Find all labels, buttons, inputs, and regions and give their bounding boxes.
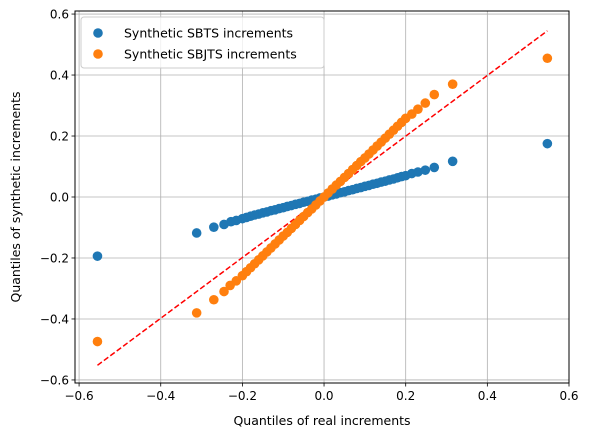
data-point [191, 308, 202, 318]
y-tick-label: 0.2 [50, 129, 69, 143]
x-tick-label: 0.4 [478, 389, 497, 403]
y-tick-label: 0.4 [50, 68, 69, 82]
data-points [92, 53, 553, 347]
y-tick-label: −0.2 [40, 251, 69, 265]
y-tick-label: −0.4 [40, 312, 69, 326]
data-point [209, 294, 219, 305]
grid [75, 11, 570, 383]
data-point [542, 138, 553, 149]
x-tick-label: −0.4 [146, 389, 175, 403]
data-point [447, 79, 458, 89]
data-point [429, 162, 440, 173]
legend: Synthetic SBTS increments Synthetic SBJT… [80, 16, 325, 69]
x-tick-label: −0.6 [65, 389, 94, 403]
data-point [413, 167, 423, 177]
legend-label-sbts: Synthetic SBTS increments [124, 26, 293, 41]
x-tick-label: 0.6 [559, 389, 578, 403]
x-tick-label: 0.0 [314, 389, 333, 403]
x-tick-label: −0.2 [228, 389, 257, 403]
series-1 [92, 53, 553, 347]
data-point [420, 98, 431, 108]
y-tick-label: −0.6 [40, 373, 69, 387]
data-point [413, 104, 423, 114]
legend-box [80, 16, 325, 69]
x-axis-label: Quantiles of real increments [233, 413, 410, 428]
legend-marker-sbjts [93, 49, 103, 59]
x-tick-label: 0.2 [396, 389, 415, 403]
y-axis-ticks: −0.6 −0.4 −0.2 0.0 0.2 0.4 0.6 [40, 7, 75, 387]
data-point [447, 156, 458, 167]
legend-label-sbjts: Synthetic SBJTS increments [124, 47, 297, 62]
data-point [92, 336, 103, 347]
data-point [429, 89, 440, 100]
data-point [209, 222, 219, 232]
data-point [191, 228, 202, 238]
y-tick-label: 0.6 [50, 7, 69, 21]
x-axis-ticks: −0.6 −0.4 −0.2 0.0 0.2 0.4 0.6 [65, 383, 579, 403]
data-point [92, 251, 103, 261]
y-tick-label: 0.0 [50, 190, 69, 204]
y-axis-label: Quantiles of synthetic increments [8, 92, 23, 303]
data-point [219, 286, 229, 297]
data-point [420, 165, 431, 175]
legend-marker-sbts [93, 28, 103, 38]
data-point [542, 53, 553, 64]
